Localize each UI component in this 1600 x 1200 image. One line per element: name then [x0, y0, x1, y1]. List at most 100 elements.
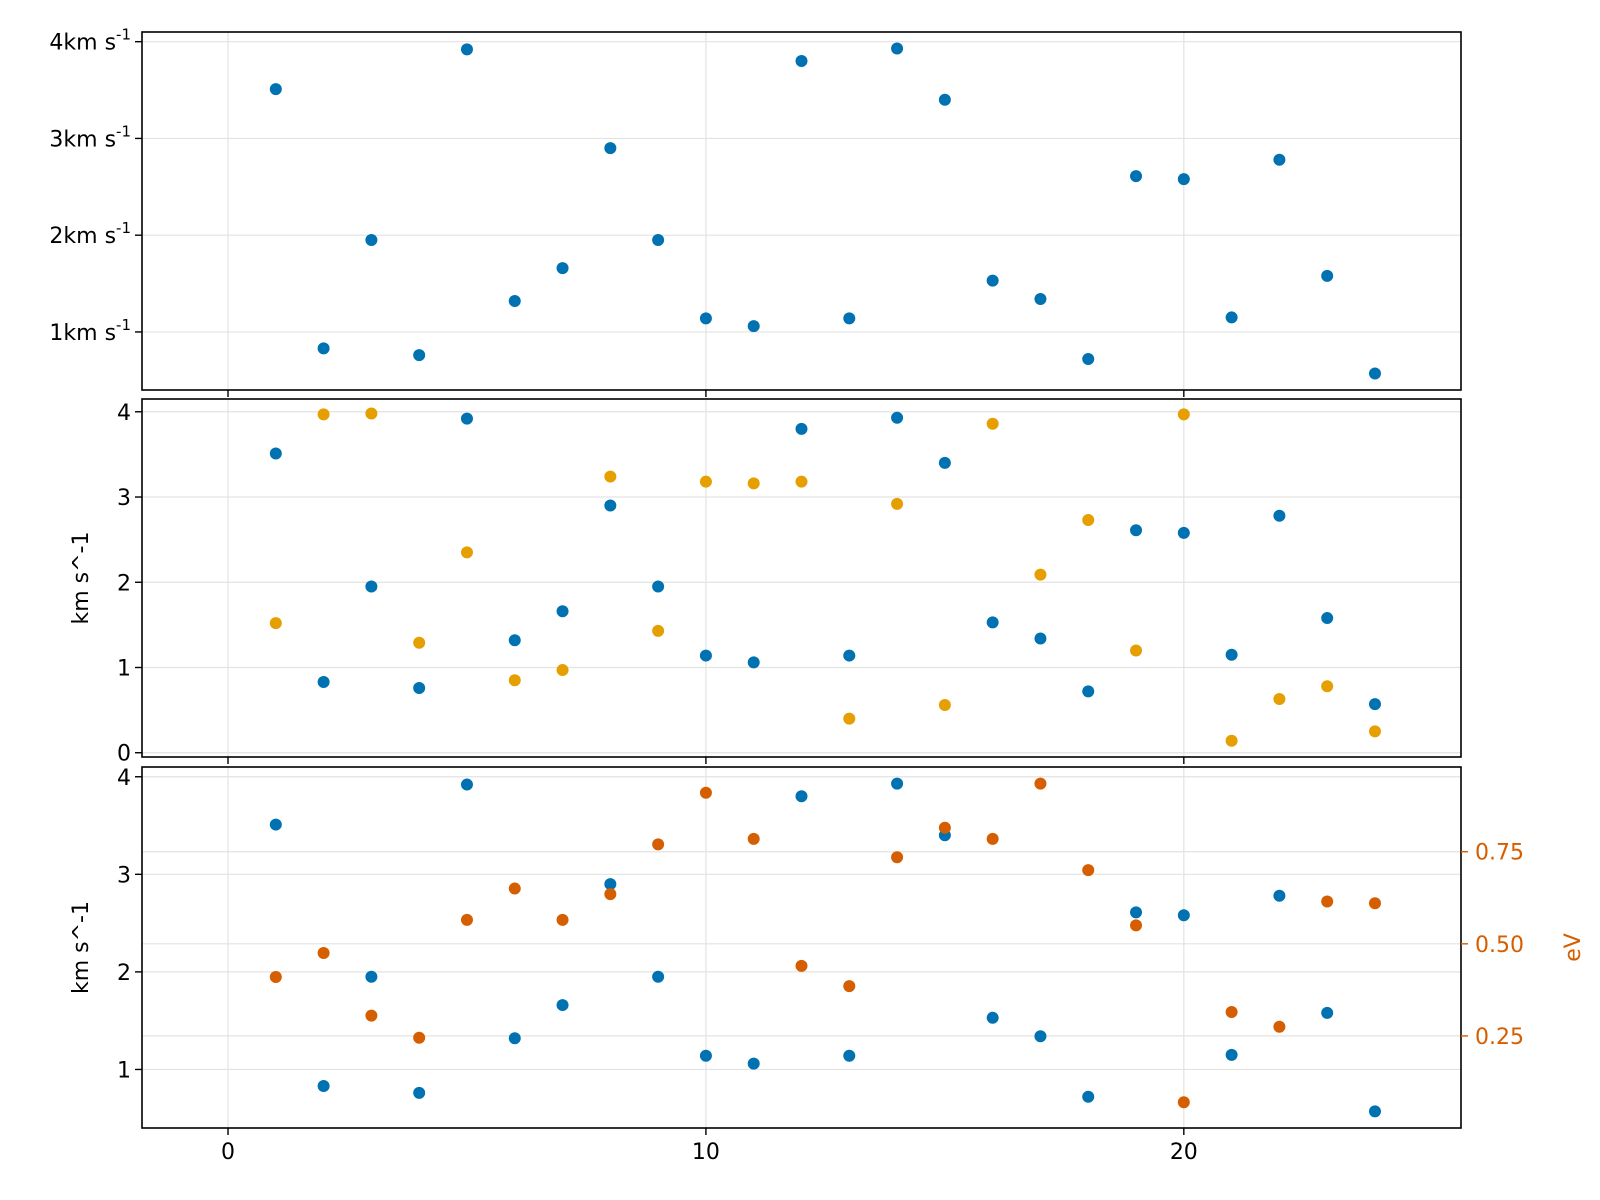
data-point: [891, 777, 904, 790]
data-point: [795, 959, 808, 972]
data-point: [460, 778, 473, 791]
y-axis-label: km s^-1: [69, 532, 94, 625]
data-point: [1273, 153, 1286, 166]
data-point: [1034, 632, 1047, 645]
data-point: [1082, 353, 1095, 366]
data-point: [317, 1080, 330, 1093]
data-point: [1225, 734, 1238, 747]
data-point: [1034, 1030, 1047, 1043]
data-point: [1034, 568, 1047, 581]
data-point: [747, 477, 760, 490]
data-point: [317, 342, 330, 355]
data-point: [1130, 644, 1143, 657]
data-point: [317, 675, 330, 688]
axes-frame: [141, 398, 1462, 758]
data-point: [843, 980, 856, 993]
y-tick-label: 4: [117, 766, 131, 791]
data-point: [652, 970, 665, 983]
data-point: [604, 499, 617, 512]
data-point: [652, 234, 665, 247]
bottom-scatter-panel: 1 2 3 4 0 10 20 km s^-1 0.25 0.50 0.75 eV: [69, 766, 1586, 1165]
data-point: [986, 1011, 999, 1024]
data-point: [365, 407, 378, 420]
data-point: [1225, 311, 1238, 324]
y-tick-label: 1km s-1: [49, 316, 131, 346]
data-point: [891, 497, 904, 510]
data-point: [843, 312, 856, 325]
data-point: [1321, 895, 1334, 908]
data-point: [1321, 612, 1334, 625]
y-tick-label: 3: [117, 486, 131, 511]
data-point: [747, 656, 760, 669]
data-point: [604, 470, 617, 483]
y-tick-label: 2: [117, 961, 131, 986]
y-tick-label: 4: [117, 401, 131, 426]
y-tick-label: 2: [117, 571, 131, 596]
data-point: [413, 1031, 426, 1044]
data-point: [365, 1009, 378, 1022]
data-point: [413, 681, 426, 694]
data-point: [604, 142, 617, 155]
data-point: [938, 93, 951, 106]
data-point: [891, 411, 904, 424]
x-tick-label: 10: [692, 1140, 720, 1165]
axes-frame: [141, 31, 1462, 391]
right-y-tick-label: 0.75: [1475, 841, 1524, 866]
data-point: [1225, 1048, 1238, 1061]
right-y-tick-label: 0.25: [1475, 1025, 1524, 1050]
data-point: [269, 447, 282, 460]
data-point: [1273, 889, 1286, 902]
data-point: [269, 970, 282, 983]
data-point: [747, 1057, 760, 1070]
data-point: [1130, 919, 1143, 932]
data-point: [843, 712, 856, 725]
y-axis-label: km s^-1: [69, 901, 94, 994]
data-point: [986, 616, 999, 629]
data-point: [556, 999, 569, 1012]
y-tick-label: 1: [117, 1058, 131, 1083]
data-point: [1130, 524, 1143, 537]
data-point: [795, 790, 808, 803]
data-point: [1177, 173, 1190, 186]
data-point: [1273, 1020, 1286, 1033]
data-point: [1321, 1006, 1334, 1019]
data-point: [1082, 1090, 1095, 1103]
middle-scatter-panel: 0 1 2 3 4 km s^-1: [69, 398, 1462, 767]
y-tick-label: 3km s-1: [49, 122, 131, 152]
data-point: [843, 649, 856, 662]
data-point: [652, 838, 665, 851]
data-point: [413, 1086, 426, 1099]
data-point: [652, 624, 665, 637]
data-point: [1034, 293, 1047, 306]
data-point: [795, 55, 808, 68]
data-point: [1321, 680, 1334, 693]
data-point: [1368, 698, 1381, 711]
data-point: [1082, 685, 1095, 698]
data-point: [556, 913, 569, 926]
data-point: [1082, 864, 1095, 877]
data-point: [1273, 509, 1286, 522]
right-y-axis-label: eV: [1561, 933, 1586, 962]
data-point: [699, 475, 712, 488]
data-point: [652, 580, 665, 593]
data-point: [269, 83, 282, 96]
data-point: [699, 786, 712, 799]
data-point: [1368, 367, 1381, 380]
data-point: [556, 605, 569, 618]
data-point: [460, 546, 473, 559]
data-point: [795, 475, 808, 488]
data-point: [986, 417, 999, 430]
data-point: [747, 832, 760, 845]
x-tick-label: 20: [1170, 1140, 1198, 1165]
data-point: [1130, 906, 1143, 919]
data-point: [365, 580, 378, 593]
data-point: [460, 412, 473, 425]
data-point: [556, 664, 569, 677]
data-point: [938, 821, 951, 834]
data-point: [460, 43, 473, 56]
data-point: [1368, 1105, 1381, 1118]
data-point: [508, 882, 521, 895]
data-point: [1273, 693, 1286, 706]
data-point: [699, 1049, 712, 1062]
data-point: [508, 674, 521, 687]
